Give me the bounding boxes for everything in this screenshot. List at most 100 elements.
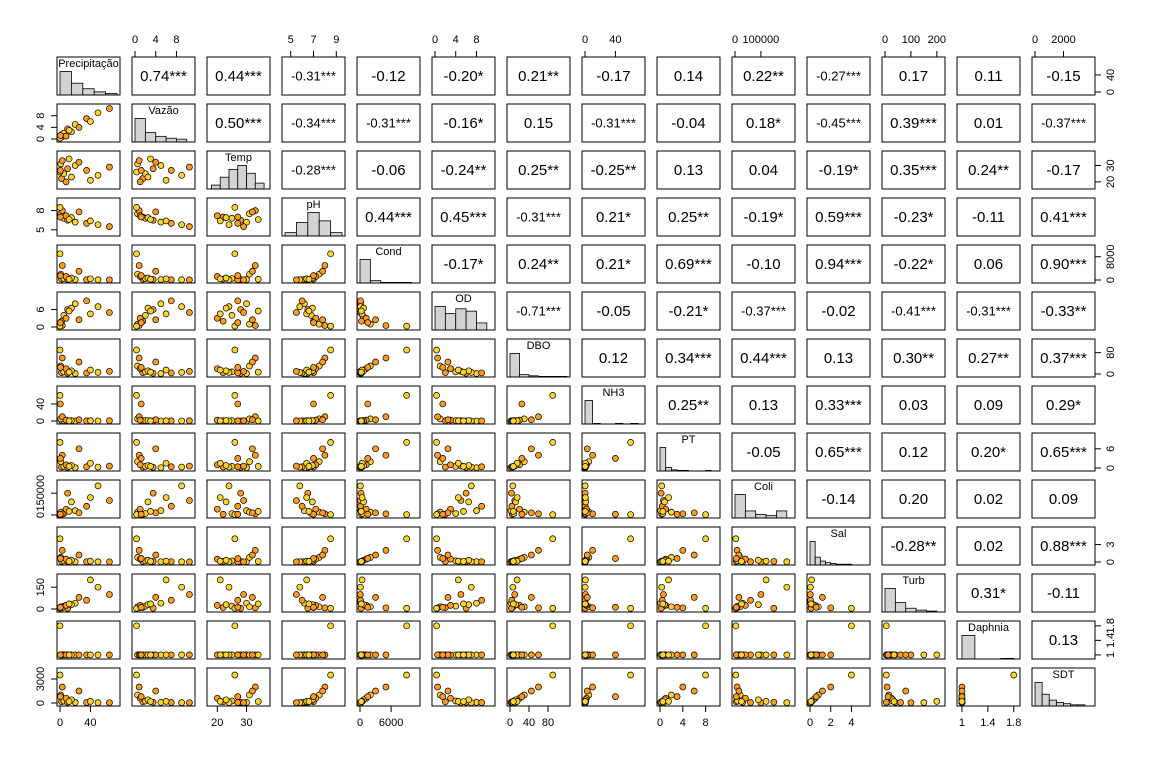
data-point — [231, 622, 239, 630]
data-point — [234, 502, 242, 510]
data-point — [234, 272, 242, 279]
data-point — [216, 275, 224, 283]
correlation-label: -0.11 — [1047, 585, 1080, 602]
data-point — [222, 696, 230, 704]
data-point — [770, 604, 778, 612]
panel — [656, 573, 721, 613]
histogram-bar — [284, 232, 297, 237]
data-point — [94, 583, 102, 591]
data-point — [702, 535, 709, 543]
panel — [431, 244, 496, 284]
data-point — [478, 463, 485, 471]
data-point — [581, 558, 589, 565]
correlation-label: -0.19* — [743, 209, 783, 226]
correlation-label: 0.24** — [518, 256, 559, 273]
data-point — [133, 204, 140, 211]
panel — [281, 432, 346, 472]
panel — [956, 620, 1021, 660]
data-point — [690, 594, 698, 601]
y-tick-label: 0 — [35, 136, 47, 142]
data-point — [305, 368, 313, 376]
data-point — [178, 303, 185, 310]
data-point — [581, 463, 589, 470]
y-tick-label: 20 — [1105, 176, 1117, 188]
data-point — [147, 275, 154, 283]
data-point — [327, 535, 334, 543]
correlation-label: 0.31* — [971, 585, 1006, 602]
data-point — [444, 687, 452, 695]
panel — [56, 150, 121, 190]
data-point — [65, 508, 73, 515]
data-point — [827, 683, 835, 691]
data-point — [249, 267, 256, 275]
data-point — [509, 651, 517, 659]
panel — [1031, 291, 1096, 331]
x-tick-label: 0 — [357, 717, 363, 729]
panel — [1031, 103, 1096, 143]
data-point — [364, 363, 372, 371]
panel — [506, 432, 571, 472]
data-point — [890, 651, 898, 659]
histogram-bar — [509, 353, 520, 378]
data-point — [57, 651, 64, 659]
data-point — [364, 603, 372, 611]
data-point — [56, 346, 64, 354]
panel — [1031, 667, 1096, 707]
data-point — [382, 604, 390, 612]
data-point — [137, 319, 145, 326]
panel — [1031, 197, 1096, 237]
data-point — [673, 603, 681, 611]
data-point — [819, 687, 826, 695]
data-point — [234, 463, 242, 471]
panel — [656, 103, 721, 143]
panel — [356, 526, 421, 566]
data-point — [147, 368, 154, 376]
data-point — [382, 651, 390, 659]
x-tick-label: 5 — [288, 34, 294, 46]
x-tick-label: 4 — [153, 34, 159, 46]
data-point — [884, 651, 892, 659]
data-point — [157, 370, 165, 377]
data-point — [907, 699, 915, 707]
data-point — [509, 463, 517, 470]
data-point — [583, 687, 591, 695]
data-point — [319, 551, 326, 559]
data-point — [68, 498, 75, 506]
data-point — [225, 221, 233, 229]
data-point — [783, 651, 791, 659]
data-point — [234, 699, 242, 706]
data-point — [511, 591, 519, 598]
data-point — [434, 683, 441, 691]
data-point — [135, 262, 143, 269]
correlation-label: -0.20* — [443, 68, 483, 85]
panel — [806, 150, 871, 190]
data-point — [137, 363, 145, 371]
panel — [956, 385, 1021, 425]
data-point — [807, 698, 815, 705]
data-point — [254, 275, 262, 283]
data-point — [152, 551, 160, 559]
panel — [581, 103, 646, 143]
correlation-label: -0.23* — [893, 209, 933, 226]
x-tick-label: 30 — [240, 717, 252, 729]
panel — [881, 479, 946, 519]
data-point — [234, 417, 242, 425]
data-point — [310, 319, 317, 326]
panel — [881, 338, 946, 378]
panel — [356, 338, 421, 378]
panel — [581, 197, 646, 237]
data-point — [87, 176, 94, 184]
correlation-label: -0.33** — [1041, 303, 1087, 320]
data-point — [679, 510, 687, 518]
data-point — [186, 367, 193, 375]
variable-name: Coli — [754, 481, 773, 493]
data-point — [186, 699, 193, 707]
data-point — [434, 354, 441, 362]
data-point — [673, 693, 681, 700]
data-point — [673, 555, 681, 562]
data-point — [690, 551, 698, 559]
data-point — [152, 208, 160, 216]
x-tick-label: 4 — [848, 717, 854, 729]
data-point — [549, 511, 557, 518]
data-point — [309, 498, 316, 506]
